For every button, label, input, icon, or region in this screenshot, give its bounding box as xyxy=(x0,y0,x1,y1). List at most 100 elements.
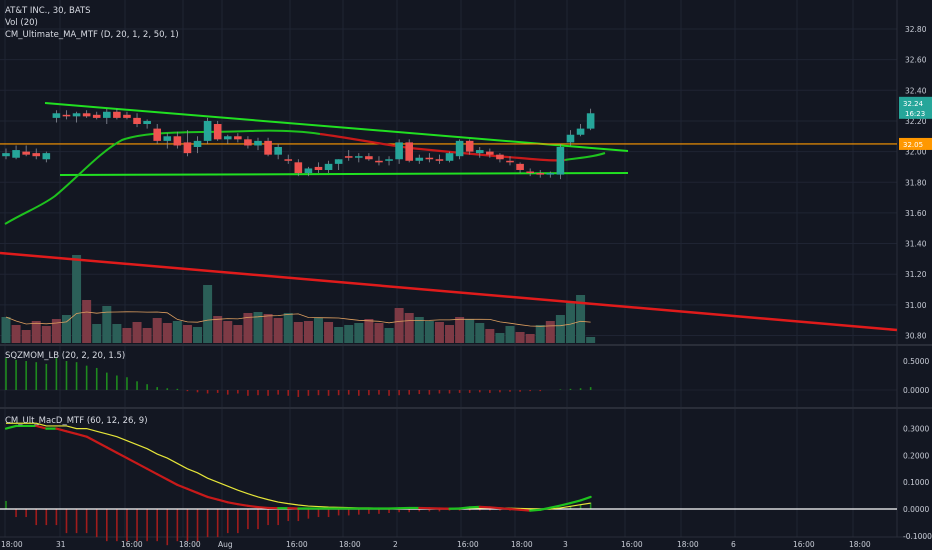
macd-line-segment xyxy=(246,504,260,509)
volume-bar xyxy=(515,332,525,343)
macd-line-segment xyxy=(256,506,270,510)
candle-body xyxy=(304,168,313,174)
candle-body xyxy=(576,128,585,135)
macd-line-segment xyxy=(186,487,199,495)
price-tick-label: 31.00 xyxy=(905,301,927,310)
candle-body xyxy=(213,124,222,140)
macd-line-segment xyxy=(55,427,68,433)
price-tick-label: 32.00 xyxy=(905,148,927,157)
volume-bar xyxy=(233,325,243,343)
candle-body xyxy=(32,153,41,157)
time-tick-label: 18:00 xyxy=(339,540,361,549)
macd-line-segment xyxy=(65,430,78,436)
sqz-indicator-label: SQZMOM_LB (20, 2, 20, 1.5) xyxy=(5,351,125,361)
sqz-tick-label: 0.5000 xyxy=(903,357,929,366)
volume-bar xyxy=(465,319,475,343)
hline-price-tag xyxy=(899,137,932,150)
price-tick-label: 31.20 xyxy=(905,270,927,279)
candle-body xyxy=(284,159,293,161)
price-tick-label: 32.40 xyxy=(905,86,927,95)
volume-bar xyxy=(152,318,162,343)
candlesticks xyxy=(2,108,595,180)
candle-body xyxy=(264,140,272,155)
macd-line-segment xyxy=(156,473,169,481)
volume-bar xyxy=(576,295,586,343)
time-tick-label: Aug xyxy=(218,540,233,549)
candle-body xyxy=(556,147,565,175)
volume-bar xyxy=(535,325,545,343)
candle-body xyxy=(22,151,30,155)
candle-body xyxy=(496,154,504,160)
macd-line-segment xyxy=(559,502,572,507)
volume-bar xyxy=(364,319,374,343)
macd-line-segment xyxy=(95,440,108,449)
volume-bar xyxy=(505,326,515,343)
macd-tick-label: 0.2000 xyxy=(903,451,929,460)
volume-bar xyxy=(324,322,334,343)
volume-bar xyxy=(555,315,565,343)
time-tick-label: 16:00 xyxy=(793,540,815,549)
volume-ma-line xyxy=(5,311,591,327)
last-price-timer: 16:23 xyxy=(905,110,925,118)
candle-body xyxy=(82,113,91,117)
macd-indicator-label: CM_Ult_MacD_MTF (60, 12, 26, 9) xyxy=(5,416,148,426)
price-tick-label: 31.40 xyxy=(905,240,927,249)
candle-body xyxy=(72,113,81,117)
volume-bar xyxy=(72,255,82,343)
time-tick-label: 18:00 xyxy=(677,540,699,549)
volume-bar xyxy=(31,321,41,343)
volume-bar xyxy=(384,328,394,343)
macd-line-segment xyxy=(75,432,88,438)
price-tick-label: 31.60 xyxy=(905,209,927,218)
volume-bar xyxy=(485,329,495,343)
volume-bar xyxy=(414,317,424,343)
volume-bar xyxy=(455,317,465,343)
volume-bar xyxy=(475,323,485,343)
macd-line-segment xyxy=(196,491,209,499)
candle-body xyxy=(546,173,555,175)
time-tick-label: 6 xyxy=(731,540,736,549)
volume-bar xyxy=(525,334,535,343)
chart-title: AT&T INC., 30, BATS xyxy=(5,6,91,16)
volume-bar xyxy=(172,321,182,343)
macd-line-segment xyxy=(35,424,48,430)
candle-body xyxy=(465,140,474,152)
price-tick-label: 32.60 xyxy=(905,56,927,65)
volume-bar xyxy=(203,285,213,343)
volume-bar xyxy=(303,321,313,343)
candle-body xyxy=(375,160,383,163)
volume-bar xyxy=(41,326,51,343)
last-price-value: 32.24 xyxy=(903,100,924,108)
candle-body xyxy=(334,159,343,164)
candle-body xyxy=(133,117,141,125)
candle-body xyxy=(445,153,454,161)
macd-tick-label: 0.3000 xyxy=(903,425,929,434)
candle-body xyxy=(274,147,282,155)
volume-bar xyxy=(434,322,444,343)
time-tick-label: 16:00 xyxy=(121,540,143,549)
candle-body xyxy=(173,136,182,146)
candle-body xyxy=(92,114,101,118)
volume-bar xyxy=(313,318,323,343)
macd-line-segment xyxy=(85,435,98,444)
time-tick-label: 2 xyxy=(393,540,398,549)
candle-body xyxy=(12,150,20,158)
candle-body xyxy=(385,159,393,161)
candle-body xyxy=(113,111,121,118)
candle-body xyxy=(536,173,545,175)
volume-bar xyxy=(445,325,455,343)
volume-bars xyxy=(1,255,596,343)
candle-body xyxy=(475,150,484,154)
volume-label: Vol (20) xyxy=(5,18,38,28)
price-tick-label: 31.80 xyxy=(905,178,927,187)
volume-bar xyxy=(253,312,263,343)
time-tick-label: 31 xyxy=(56,540,66,549)
macd-line-segment xyxy=(105,446,118,454)
candle-body xyxy=(506,160,514,163)
hline-price-value: 32.05 xyxy=(903,141,923,149)
volume-bar xyxy=(545,321,555,343)
volume-bar xyxy=(92,324,102,343)
candle-body xyxy=(2,153,10,157)
